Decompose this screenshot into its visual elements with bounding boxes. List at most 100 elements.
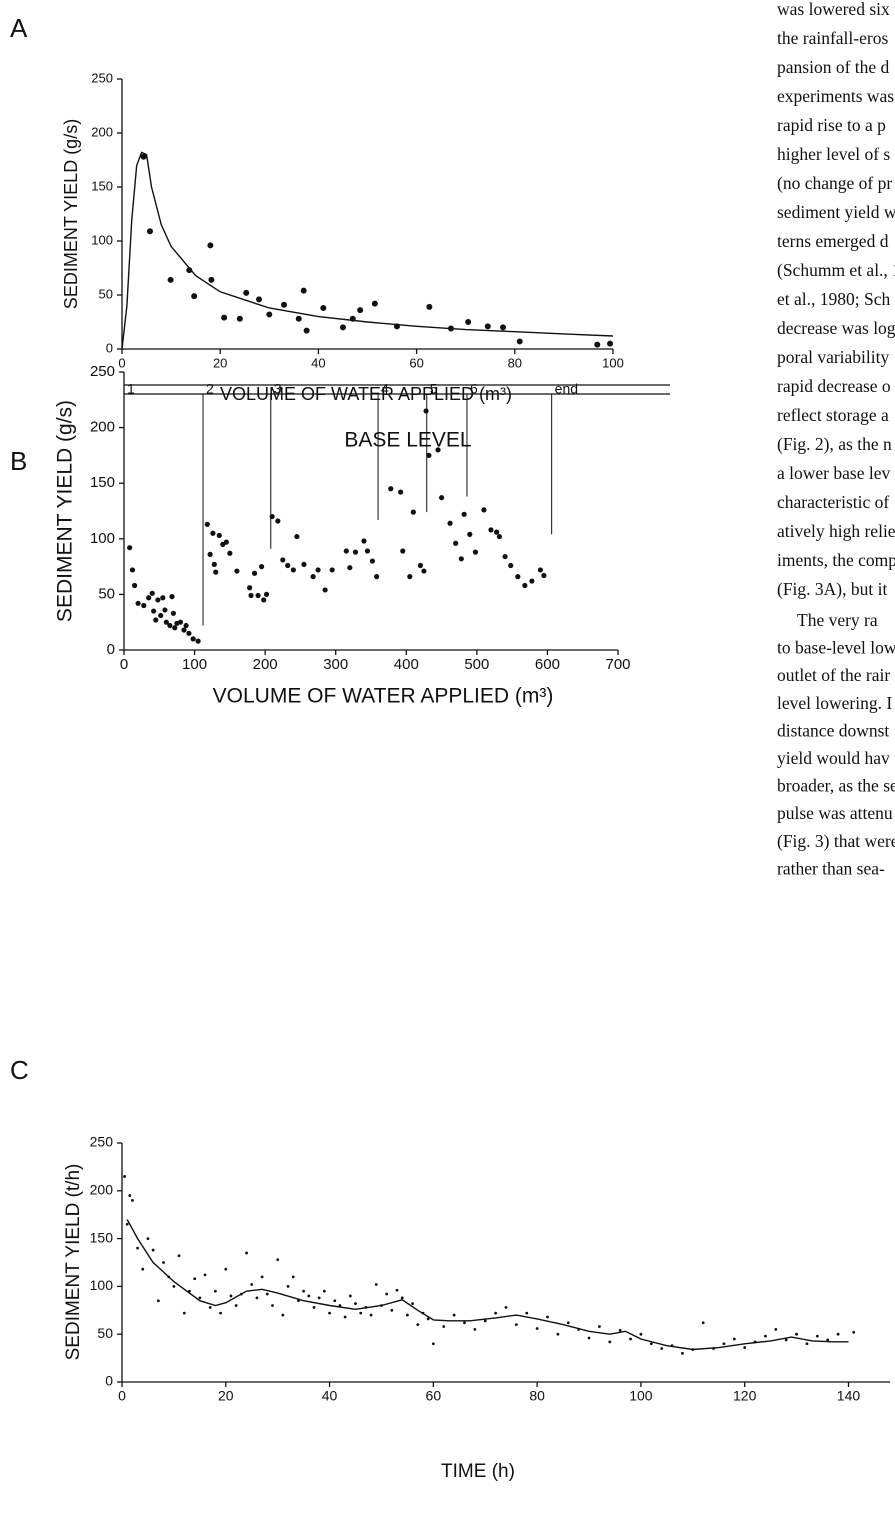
data-point — [307, 1294, 311, 1298]
data-point — [815, 1334, 819, 1338]
data-point — [670, 1344, 674, 1348]
data-point — [364, 1306, 368, 1309]
data-point — [371, 300, 378, 307]
data-point — [598, 1325, 601, 1328]
data-point — [297, 1299, 300, 1303]
data-point — [219, 1311, 222, 1315]
body-line: (Fig. 3) that were — [777, 831, 895, 851]
x-tick-label: 40 — [322, 1388, 338, 1404]
data-point — [535, 1327, 539, 1330]
y-tick-label: 0 — [105, 1373, 113, 1389]
data-point — [352, 549, 359, 555]
data-point — [322, 587, 328, 593]
data-point — [691, 1348, 695, 1351]
data-point — [753, 1340, 757, 1344]
data-point — [649, 1342, 653, 1346]
data-point — [639, 1332, 643, 1336]
data-point — [223, 539, 229, 545]
data-point — [529, 578, 535, 584]
x-tick-label: 600 — [535, 656, 560, 673]
data-point — [390, 1308, 394, 1312]
body-line: the rainfall-eros — [777, 28, 888, 48]
body-line: pansion of the d — [777, 57, 890, 77]
data-point — [167, 622, 173, 629]
data-point — [423, 408, 429, 414]
data-point — [186, 267, 193, 274]
data-point — [546, 1315, 549, 1319]
data-point — [525, 1311, 529, 1315]
y-tick-label: 200 — [90, 1182, 114, 1198]
data-point — [347, 565, 353, 571]
body-line: terns emerged d — [777, 231, 889, 251]
data-point — [291, 1275, 295, 1279]
data-point — [123, 1175, 126, 1178]
data-point — [618, 1328, 622, 1332]
data-point — [198, 1296, 202, 1300]
data-point — [458, 556, 464, 562]
data-point — [338, 1304, 342, 1307]
data-point — [410, 509, 416, 515]
data-point — [374, 1283, 378, 1286]
data-point — [406, 1313, 409, 1317]
data-point — [566, 1321, 570, 1325]
data-point — [130, 1198, 134, 1202]
y-axis-title: SEDIMENT YIELD (g/s) — [54, 400, 77, 622]
data-point — [426, 1317, 430, 1321]
base-level-label: 3 — [274, 381, 282, 397]
data-point — [508, 562, 514, 569]
body-line: level lowering. I — [777, 693, 892, 713]
data-point — [302, 1289, 306, 1293]
data-point — [426, 303, 433, 310]
panel-label: B — [10, 446, 27, 476]
base-level-label: 4 — [381, 381, 389, 397]
x-tick-label: 20 — [213, 355, 227, 370]
data-point — [320, 304, 327, 311]
y-tick-label: 50 — [97, 1325, 113, 1341]
y-tick-label: 0 — [107, 641, 115, 658]
data-point — [295, 315, 302, 322]
data-point — [167, 276, 174, 283]
data-point — [836, 1332, 840, 1336]
data-point — [421, 568, 427, 574]
y-tick-label: 250 — [90, 363, 115, 380]
data-point — [315, 567, 321, 573]
data-point — [303, 327, 310, 334]
y-tick-label: 150 — [90, 1229, 114, 1245]
data-point — [146, 595, 152, 601]
y-tick-label: 200 — [90, 419, 115, 436]
body-line: iments, the comp — [777, 550, 895, 570]
data-point — [177, 1254, 181, 1258]
data-point — [153, 617, 159, 623]
data-point — [380, 1304, 383, 1307]
data-point — [294, 533, 300, 540]
data-point — [229, 1294, 233, 1298]
data-point — [162, 607, 168, 613]
data-point — [421, 1311, 425, 1315]
data-point — [852, 1330, 856, 1334]
body-line: (Fig. 3A), but it — [777, 579, 887, 599]
data-point — [488, 527, 494, 533]
x-tick-label: 60 — [426, 1388, 442, 1404]
data-point — [385, 1292, 389, 1296]
data-point — [131, 582, 138, 589]
data-point — [537, 567, 543, 573]
data-point — [300, 287, 307, 294]
data-point — [426, 452, 432, 458]
data-point — [712, 1347, 715, 1350]
x-tick-label: 400 — [394, 656, 419, 673]
panel-label: C — [10, 1055, 29, 1085]
body-line: rapid decrease o — [777, 376, 891, 396]
data-point — [127, 545, 133, 551]
data-point — [203, 1273, 207, 1277]
body-line: experiments was — [777, 86, 894, 106]
data-point — [447, 520, 453, 526]
data-point — [784, 1338, 788, 1342]
data-point — [182, 1311, 186, 1315]
data-point — [141, 602, 147, 609]
panel-label: A — [10, 13, 28, 43]
data-point — [151, 1248, 155, 1252]
data-point — [243, 289, 250, 296]
body-line: poral variability — [777, 347, 890, 367]
data-point — [496, 533, 503, 540]
data-point — [181, 627, 187, 633]
